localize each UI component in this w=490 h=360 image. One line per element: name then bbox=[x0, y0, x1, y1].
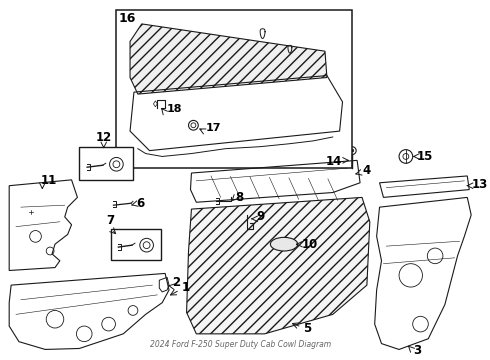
Text: 3: 3 bbox=[413, 344, 421, 357]
Text: 16: 16 bbox=[119, 12, 136, 25]
Text: 5: 5 bbox=[303, 323, 312, 336]
Text: 4: 4 bbox=[362, 163, 370, 177]
Bar bbox=[117, 10, 352, 168]
Text: 13: 13 bbox=[472, 178, 489, 191]
Polygon shape bbox=[130, 24, 327, 94]
Text: 9: 9 bbox=[257, 210, 265, 224]
Bar bbox=[111, 229, 161, 260]
Circle shape bbox=[351, 149, 354, 152]
Text: 7: 7 bbox=[107, 213, 115, 227]
Text: 2024 Ford F-250 Super Duty Cab Cowl Diagram: 2024 Ford F-250 Super Duty Cab Cowl Diag… bbox=[149, 341, 331, 350]
Bar bbox=[79, 147, 133, 180]
Text: 1: 1 bbox=[182, 280, 190, 293]
Polygon shape bbox=[187, 197, 370, 334]
Text: 18: 18 bbox=[167, 104, 183, 114]
Text: 12: 12 bbox=[96, 131, 112, 144]
Text: 6: 6 bbox=[136, 197, 144, 210]
Ellipse shape bbox=[270, 237, 298, 251]
Text: 2: 2 bbox=[172, 276, 180, 289]
Text: 17: 17 bbox=[206, 123, 221, 133]
Text: 11: 11 bbox=[40, 174, 57, 187]
Text: 10: 10 bbox=[301, 238, 318, 251]
Text: 8: 8 bbox=[235, 191, 244, 204]
Text: 15: 15 bbox=[416, 150, 433, 163]
Text: 14: 14 bbox=[326, 155, 343, 168]
